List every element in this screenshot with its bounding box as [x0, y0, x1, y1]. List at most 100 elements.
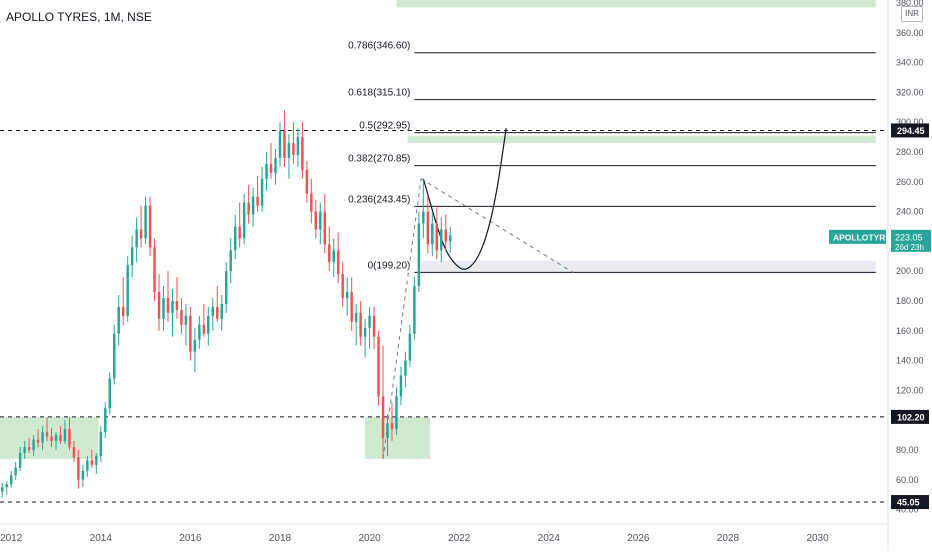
candle-body	[180, 309, 183, 325]
candle-body	[413, 286, 416, 334]
price-tick-label: 260.00	[896, 177, 924, 187]
candle-body	[363, 327, 367, 337]
fib-label: 0(199.20)	[368, 260, 411, 271]
candle-body	[287, 143, 291, 158]
price-tick-label: 60.00	[896, 475, 919, 485]
time-tick-label: 2014	[90, 533, 113, 544]
candle-body	[162, 297, 165, 319]
price-tick-label: 180.00	[896, 296, 924, 306]
chart-title: APOLLO TYRES, 1M, NSE	[6, 10, 152, 24]
time-tick-label: 2020	[358, 533, 381, 544]
candle-body	[14, 467, 17, 476]
zones-layer	[0, 0, 876, 459]
fib-label: 0.382(270.85)	[348, 154, 410, 165]
candle-body	[444, 229, 447, 242]
price-tick-label: 240.00	[896, 207, 924, 217]
candle-body	[1, 487, 4, 492]
level-badge-label: 294.45	[897, 126, 925, 136]
candle-body	[45, 432, 49, 437]
candle-body	[198, 324, 201, 340]
candle-body	[292, 143, 295, 155]
fib-label: 0.5(292.95)	[359, 121, 410, 132]
candle-body	[90, 460, 94, 465]
trendline-rise-dashed	[382, 178, 422, 459]
candle-body	[305, 169, 309, 194]
candle-body	[345, 292, 349, 298]
zone-top-zone	[407, 135, 876, 144]
level-badge	[891, 123, 929, 138]
candle-body	[440, 229, 443, 251]
price-tick-label: 120.00	[896, 385, 924, 395]
candle-body	[368, 315, 371, 328]
time-tick-label: 2012	[0, 533, 23, 544]
candle-body	[336, 250, 340, 275]
trendlines-layer	[382, 128, 574, 459]
candle-body	[301, 137, 304, 170]
candle-body	[126, 265, 129, 316]
candle-body	[265, 163, 268, 179]
fibonacci-layer: 0.786(346.60) 0.618(315.10) 0.5(292.95) 0.3…	[348, 41, 876, 273]
candle-body	[23, 446, 26, 453]
candle-body	[395, 396, 398, 430]
zone-upper-right-zone	[396, 0, 876, 8]
candle-body	[350, 292, 353, 322]
candle-body	[36, 439, 40, 443]
candle-body	[63, 429, 67, 442]
candle-body	[359, 312, 362, 337]
symbol-badge	[829, 229, 886, 244]
candle-body	[72, 446, 76, 458]
price-axis[interactable]: 40.0060.0080.00100.00120.00140.00160.001…	[887, 0, 924, 550]
candle-body	[354, 312, 358, 322]
candle-body	[216, 306, 219, 319]
candle-body	[77, 457, 80, 480]
candle-body	[256, 196, 259, 206]
candle-body	[224, 271, 228, 304]
candle-body	[211, 306, 215, 316]
trendline-fall-dashed	[420, 178, 574, 274]
price-tick-label: 140.00	[896, 356, 924, 366]
candle-body	[408, 333, 412, 361]
candle-body	[220, 303, 223, 319]
last-price-badge	[891, 229, 931, 252]
candle-body	[86, 460, 89, 471]
candle-body	[5, 484, 8, 488]
time-tick-label: 2022	[448, 533, 471, 544]
price-tick-label: 360.00	[896, 28, 924, 38]
candle-body	[50, 436, 53, 442]
currency-indicator[interactable]: INR	[901, 6, 923, 22]
candle-body	[41, 432, 44, 443]
candle-body	[139, 229, 143, 239]
price-tick-label: 280.00	[896, 147, 924, 157]
candle-body	[207, 315, 210, 334]
price-tick-label: 300.00	[896, 117, 924, 127]
candle-body	[386, 423, 389, 439]
fib-label: 0.618(315.10)	[348, 88, 410, 99]
candle-body	[108, 378, 111, 409]
time-axis[interactable]: 2012 2014 2016 2018 2020 2022 2024 2026 2028 2030	[0, 523, 888, 544]
candle-body	[377, 336, 380, 397]
candle-body	[104, 408, 107, 433]
price-tick-label: 80.00	[896, 445, 919, 455]
candle-body	[193, 339, 197, 352]
time-tick-label: 2024	[538, 533, 561, 544]
candle-body	[404, 360, 407, 376]
price-tick-label: 200.00	[896, 266, 924, 276]
level-badge-label: 45.05	[897, 498, 920, 508]
candle-body	[166, 297, 170, 313]
candle-body	[153, 247, 156, 293]
time-tick-label: 2028	[717, 533, 740, 544]
fib-label: 0.786(346.60)	[348, 41, 410, 52]
candle-body	[117, 306, 120, 334]
candle-body	[296, 137, 300, 155]
level-badge	[891, 495, 929, 510]
candle-body	[319, 211, 322, 230]
candle-body	[381, 396, 385, 439]
candle-body	[189, 315, 192, 352]
candle-body	[171, 300, 174, 313]
candle-body	[121, 306, 125, 316]
candle-body	[390, 423, 394, 430]
candle-body	[448, 235, 452, 242]
